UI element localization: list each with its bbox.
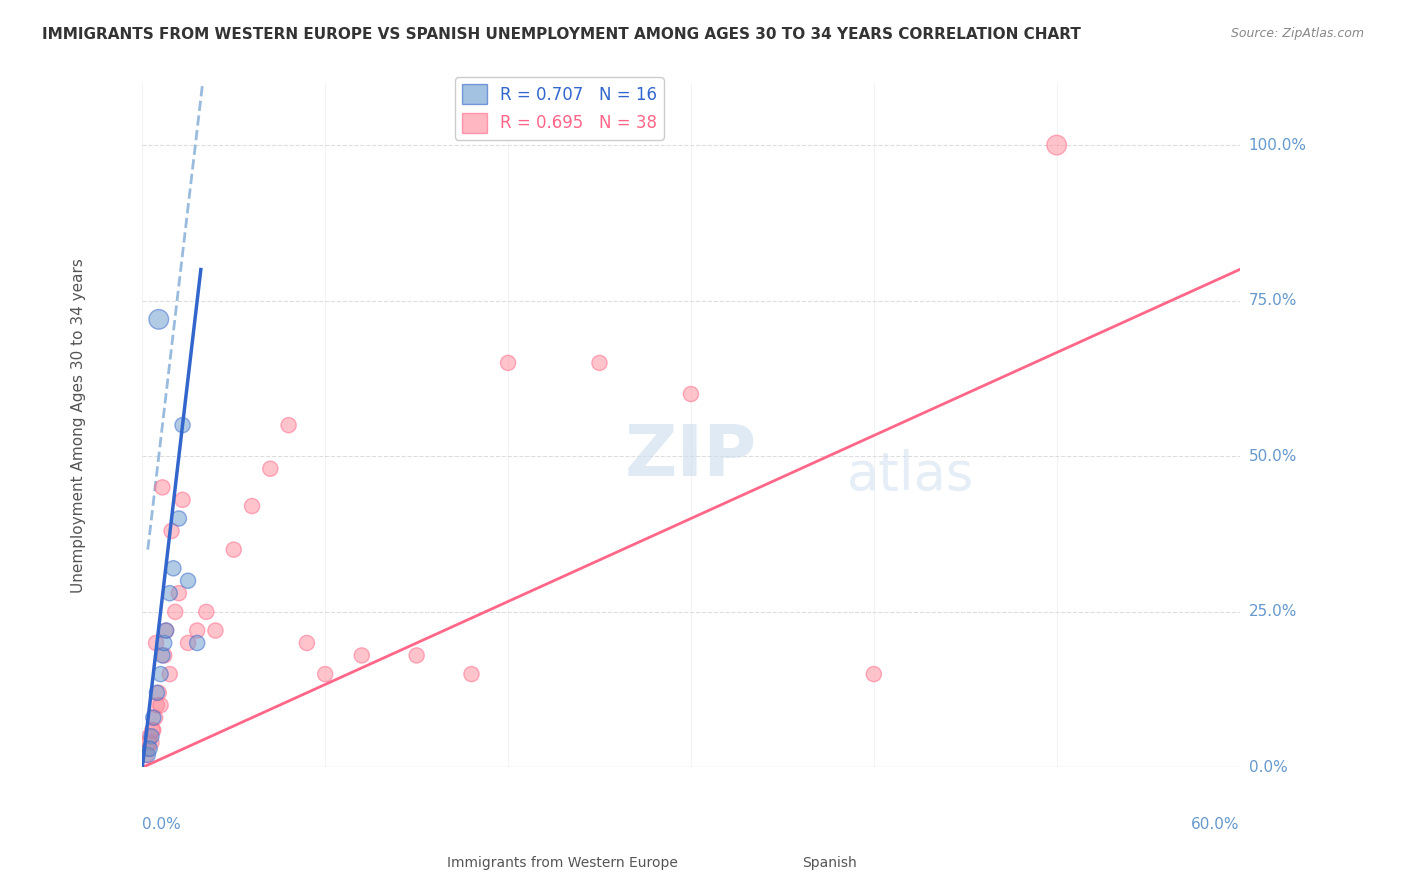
Point xyxy=(588,356,610,370)
Point xyxy=(136,741,159,756)
Point xyxy=(172,418,194,433)
Point xyxy=(160,524,183,538)
Point xyxy=(314,667,336,681)
Point xyxy=(177,574,200,588)
Point xyxy=(162,561,184,575)
Point xyxy=(155,624,177,638)
Point xyxy=(240,499,263,513)
Point xyxy=(148,312,170,326)
Point xyxy=(186,624,208,638)
Point xyxy=(167,511,190,525)
Text: Spanish: Spanish xyxy=(803,855,856,870)
Point xyxy=(496,356,519,370)
Point xyxy=(862,667,884,681)
Text: 100.0%: 100.0% xyxy=(1249,137,1306,153)
Point xyxy=(172,492,194,507)
Point xyxy=(165,605,187,619)
Text: IMMIGRANTS FROM WESTERN EUROPE VS SPANISH UNEMPLOYMENT AMONG AGES 30 TO 34 YEARS: IMMIGRANTS FROM WESTERN EUROPE VS SPANIS… xyxy=(42,27,1081,42)
Point xyxy=(159,586,181,600)
Point xyxy=(204,624,226,638)
Point xyxy=(138,735,160,749)
Point xyxy=(149,667,172,681)
Point xyxy=(186,636,208,650)
Text: 25.0%: 25.0% xyxy=(1249,605,1298,619)
Text: 75.0%: 75.0% xyxy=(1249,293,1298,308)
Point xyxy=(167,586,190,600)
Point xyxy=(142,723,165,738)
Point xyxy=(350,648,373,663)
Point xyxy=(138,741,160,756)
Point xyxy=(222,542,245,557)
Point xyxy=(295,636,318,650)
Point xyxy=(1046,138,1069,153)
Point xyxy=(195,605,218,619)
Text: 0.0%: 0.0% xyxy=(1249,760,1288,775)
Point xyxy=(142,711,165,725)
Point xyxy=(141,729,163,743)
Point xyxy=(149,698,172,713)
Point xyxy=(153,636,176,650)
Point xyxy=(152,648,174,663)
Text: 50.0%: 50.0% xyxy=(1249,449,1298,464)
Text: Unemployment Among Ages 30 to 34 years: Unemployment Among Ages 30 to 34 years xyxy=(70,258,86,592)
Point xyxy=(136,747,159,762)
Point xyxy=(135,747,157,762)
Point xyxy=(405,648,427,663)
Point xyxy=(143,711,166,725)
Point xyxy=(146,686,169,700)
Legend: R = 0.707   N = 16, R = 0.695   N = 38: R = 0.707 N = 16, R = 0.695 N = 38 xyxy=(456,78,664,140)
Point xyxy=(153,648,176,663)
Text: atlas: atlas xyxy=(846,449,974,501)
Text: 0.0%: 0.0% xyxy=(142,817,181,832)
Point xyxy=(177,636,200,650)
Point xyxy=(146,698,169,713)
Point xyxy=(141,735,163,749)
Point xyxy=(148,686,170,700)
Text: ZIP: ZIP xyxy=(624,422,756,491)
Point xyxy=(259,461,281,475)
Point xyxy=(152,480,174,494)
Point xyxy=(460,667,482,681)
Point xyxy=(277,418,299,433)
Point xyxy=(159,667,181,681)
Point xyxy=(145,636,167,650)
Text: Immigrants from Western Europe: Immigrants from Western Europe xyxy=(447,855,678,870)
Text: 60.0%: 60.0% xyxy=(1191,817,1240,832)
Point xyxy=(679,387,702,401)
Point xyxy=(138,729,160,743)
Point xyxy=(155,624,177,638)
Text: Source: ZipAtlas.com: Source: ZipAtlas.com xyxy=(1230,27,1364,40)
Point xyxy=(141,723,163,738)
